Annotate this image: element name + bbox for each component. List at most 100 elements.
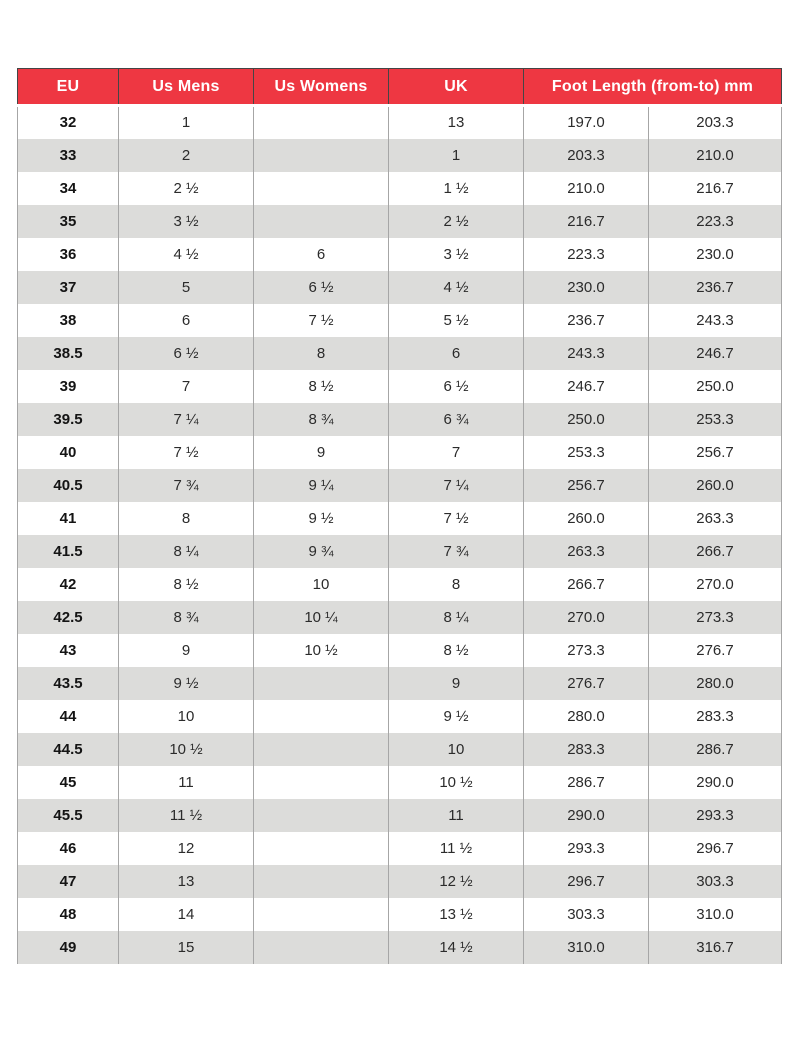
cell-uk: 8 ½: [388, 633, 524, 667]
cell-uk: 1 ½: [388, 171, 524, 205]
table-row: 47 13 12 ½ 296.7 303.3: [17, 864, 783, 898]
cell-us-mens: 6 ½: [118, 336, 254, 370]
cell-foot-to: 273.3: [647, 600, 783, 634]
cell-us-womens: 10: [253, 567, 389, 601]
cell-us-womens: [253, 765, 389, 799]
header-row: EU Us Mens Us Womens UK Foot Length (fro…: [17, 68, 783, 107]
cell-foot-from: 310.0: [523, 930, 649, 964]
cell-foot-to: 256.7: [647, 435, 783, 469]
cell-foot-to: 296.7: [647, 831, 783, 865]
cell-us-womens: 7 ½: [253, 303, 389, 337]
cell-us-mens: 13: [118, 864, 254, 898]
cell-uk: 2 ½: [388, 204, 524, 238]
cell-us-mens: 8 ½: [118, 567, 254, 601]
table-row: 38.5 6 ½ 8 6 243.3 246.7: [17, 336, 783, 370]
cell-foot-from: 210.0: [523, 171, 649, 205]
cell-foot-from: 246.7: [523, 369, 649, 403]
cell-foot-from: 197.0: [523, 105, 649, 139]
cell-foot-to: 223.3: [647, 204, 783, 238]
cell-eu: 43: [17, 633, 119, 667]
cell-foot-from: 303.3: [523, 897, 649, 931]
cell-eu: 46: [17, 831, 119, 865]
cell-us-mens: 7 ¼: [118, 402, 254, 436]
cell-foot-from: 223.3: [523, 237, 649, 271]
cell-uk: 14 ½: [388, 930, 524, 964]
cell-uk: 3 ½: [388, 237, 524, 271]
header-foot-length: Foot Length (from-to) mm: [522, 68, 783, 107]
cell-us-mens: 7 ¾: [118, 468, 254, 502]
cell-eu: 45.5: [17, 798, 119, 832]
table-row: 46 12 11 ½ 293.3 296.7: [17, 831, 783, 865]
size-chart-container: EU Us Mens Us Womens UK Foot Length (fro…: [17, 68, 783, 964]
cell-foot-to: 310.0: [647, 897, 783, 931]
cell-uk: 12 ½: [388, 864, 524, 898]
cell-us-mens: 8: [118, 501, 254, 535]
cell-foot-from: 266.7: [523, 567, 649, 601]
header-uk: UK: [388, 68, 524, 107]
cell-uk: 11: [388, 798, 524, 832]
cell-eu: 35: [17, 204, 119, 238]
cell-eu: 33: [17, 138, 119, 172]
cell-eu: 40: [17, 435, 119, 469]
table-row: 34 2 ½ 1 ½ 210.0 216.7: [17, 171, 783, 205]
cell-us-womens: [253, 105, 389, 139]
cell-us-womens: [253, 666, 389, 700]
cell-foot-from: 293.3: [523, 831, 649, 865]
table-row: 48 14 13 ½ 303.3 310.0: [17, 897, 783, 931]
cell-us-mens: 7: [118, 369, 254, 403]
cell-us-womens: [253, 204, 389, 238]
cell-foot-to: 283.3: [647, 699, 783, 733]
cell-eu: 39: [17, 369, 119, 403]
cell-eu: 36: [17, 237, 119, 271]
cell-eu: 38: [17, 303, 119, 337]
cell-us-womens: [253, 798, 389, 832]
cell-foot-from: 256.7: [523, 468, 649, 502]
cell-us-mens: 3 ½: [118, 204, 254, 238]
table-row: 44 10 9 ½ 280.0 283.3: [17, 699, 783, 733]
cell-foot-to: 303.3: [647, 864, 783, 898]
cell-eu: 34: [17, 171, 119, 205]
cell-uk: 10 ½: [388, 765, 524, 799]
cell-us-womens: 9 ½: [253, 501, 389, 535]
table-row: 40 7 ½ 9 7 253.3 256.7: [17, 435, 783, 469]
cell-foot-to: 210.0: [647, 138, 783, 172]
cell-uk: 1: [388, 138, 524, 172]
table-header: EU Us Mens Us Womens UK Foot Length (fro…: [17, 68, 783, 107]
cell-foot-to: 230.0: [647, 237, 783, 271]
cell-foot-from: 236.7: [523, 303, 649, 337]
cell-us-mens: 9 ½: [118, 666, 254, 700]
cell-uk: 7: [388, 435, 524, 469]
cell-uk: 4 ½: [388, 270, 524, 304]
cell-foot-to: 293.3: [647, 798, 783, 832]
cell-uk: 6 ½: [388, 369, 524, 403]
cell-uk: 5 ½: [388, 303, 524, 337]
table-row: 45.5 11 ½ 11 290.0 293.3: [17, 798, 783, 832]
cell-eu: 41: [17, 501, 119, 535]
cell-foot-from: 280.0: [523, 699, 649, 733]
cell-foot-from: 283.3: [523, 732, 649, 766]
cell-us-womens: 8: [253, 336, 389, 370]
cell-us-womens: [253, 897, 389, 931]
cell-foot-from: 263.3: [523, 534, 649, 568]
cell-us-womens: 8 ¾: [253, 402, 389, 436]
cell-us-mens: 12: [118, 831, 254, 865]
cell-uk: 7 ½: [388, 501, 524, 535]
cell-us-womens: 9 ¼: [253, 468, 389, 502]
cell-foot-from: 270.0: [523, 600, 649, 634]
cell-foot-to: 270.0: [647, 567, 783, 601]
cell-uk: 13 ½: [388, 897, 524, 931]
cell-us-womens: 9 ¾: [253, 534, 389, 568]
cell-us-mens: 10 ½: [118, 732, 254, 766]
cell-eu: 38.5: [17, 336, 119, 370]
table-row: 43.5 9 ½ 9 276.7 280.0: [17, 666, 783, 700]
cell-us-mens: 11 ½: [118, 798, 254, 832]
cell-us-mens: 14: [118, 897, 254, 931]
table-row: 42 8 ½ 10 8 266.7 270.0: [17, 567, 783, 601]
